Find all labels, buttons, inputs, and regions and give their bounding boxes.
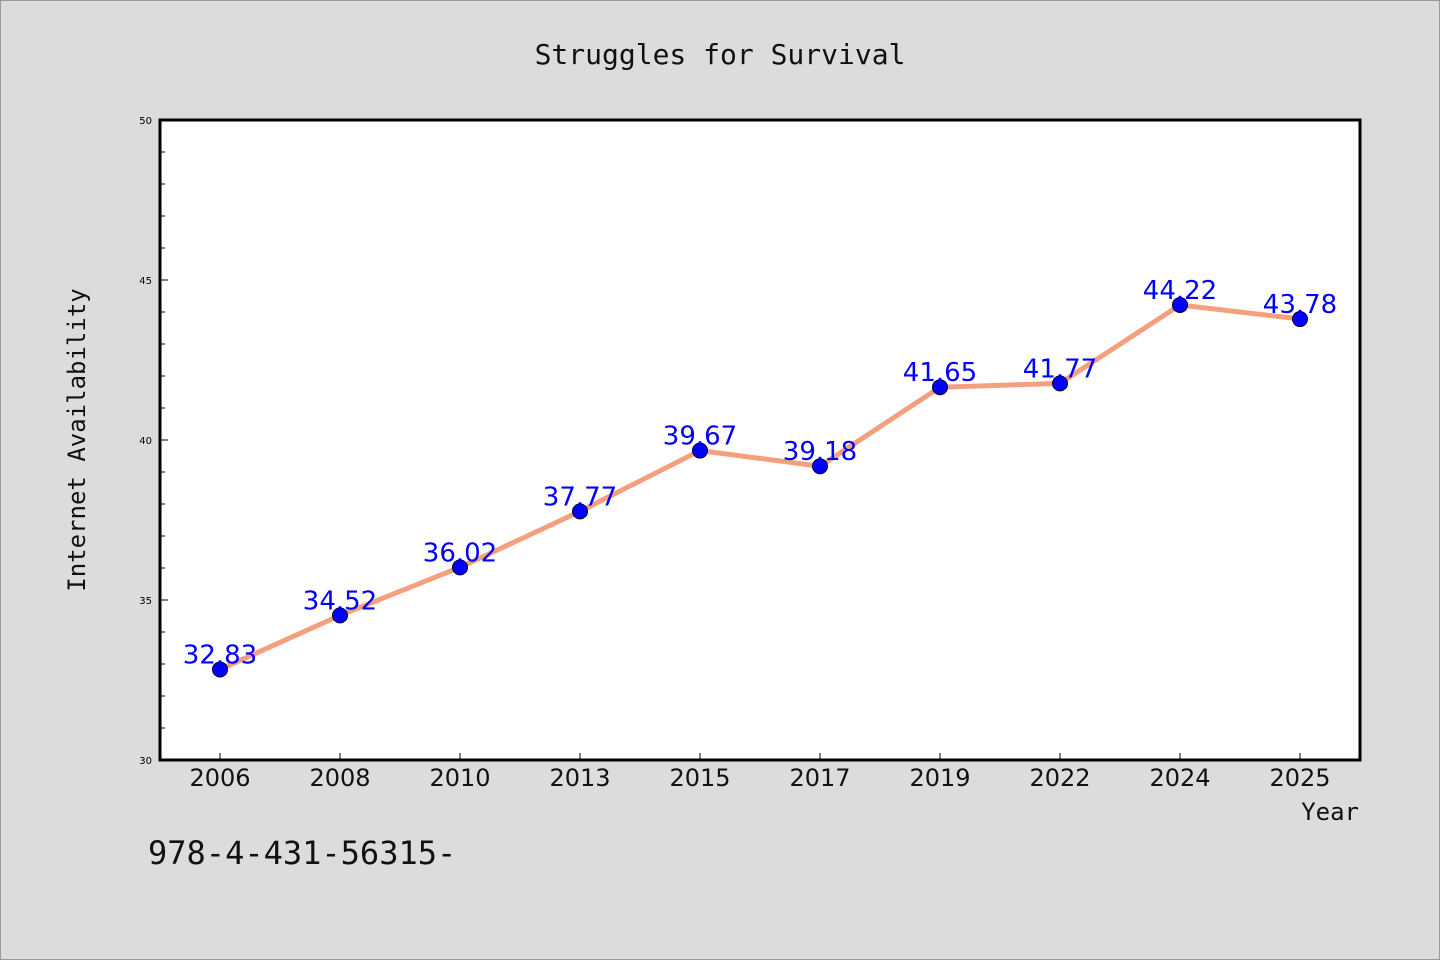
data-point (932, 379, 948, 396)
y-tick-label: 40 (139, 436, 152, 447)
y-tick-label: 50 (139, 116, 152, 127)
x-tick-label: 2022 (1029, 764, 1090, 792)
y-tick-label: 35 (139, 596, 152, 607)
series-line (218, 302, 1301, 672)
y-tick-label: 30 (139, 756, 152, 767)
footnote: 978-4-431-56315- (148, 834, 456, 872)
series-markers (212, 296, 1308, 678)
x-tick-label: 2010 (429, 764, 490, 792)
x-tick-label: 2006 (189, 764, 250, 792)
x-axis-label: Year (1301, 798, 1359, 826)
data-point (1052, 375, 1068, 392)
data-label: 32.83 (183, 640, 257, 670)
data-point (212, 661, 228, 678)
x-tick-label: 2024 (1149, 764, 1210, 792)
x-tick-label: 2025 (1269, 764, 1330, 792)
data-label: 39.18 (783, 437, 857, 467)
x-tick-label: 2008 (309, 764, 370, 792)
data-point (452, 559, 468, 576)
y-axis: 30 35 40 45 50 (139, 116, 168, 767)
data-label: 36.02 (423, 538, 497, 568)
data-label: 41.65 (903, 358, 977, 388)
y-axis-label: Internet Availability (63, 288, 91, 591)
data-point (1172, 296, 1188, 313)
data-point (572, 503, 588, 520)
data-point (1292, 311, 1308, 328)
data-label: 34.52 (303, 586, 377, 616)
x-axis: 2006 2008 2010 2013 2015 2017 2019 2022 2024 2025 (189, 753, 1331, 792)
series-polyline (218, 302, 1301, 672)
data-label: 44.22 (1143, 276, 1217, 306)
x-tick-label: 2017 (789, 764, 850, 792)
data-point (692, 442, 708, 459)
data-label: 37.77 (543, 482, 617, 512)
chart-title: Struggles for Survival (535, 38, 906, 71)
plot-area (158, 118, 1362, 762)
data-label: 43.78 (1263, 290, 1337, 320)
data-label: 41.77 (1023, 354, 1097, 384)
x-tick-label: 2019 (909, 764, 970, 792)
x-tick-label: 2013 (549, 764, 610, 792)
data-point (332, 607, 348, 624)
y-tick-label: 45 (139, 276, 152, 287)
data-label: 39.67 (663, 422, 737, 452)
data-point (812, 458, 828, 475)
x-tick-label: 2015 (669, 764, 730, 792)
data-labels: 32.83 34.52 36.02 37.77 39.67 39.18 41.65 41.77… (183, 276, 1337, 670)
